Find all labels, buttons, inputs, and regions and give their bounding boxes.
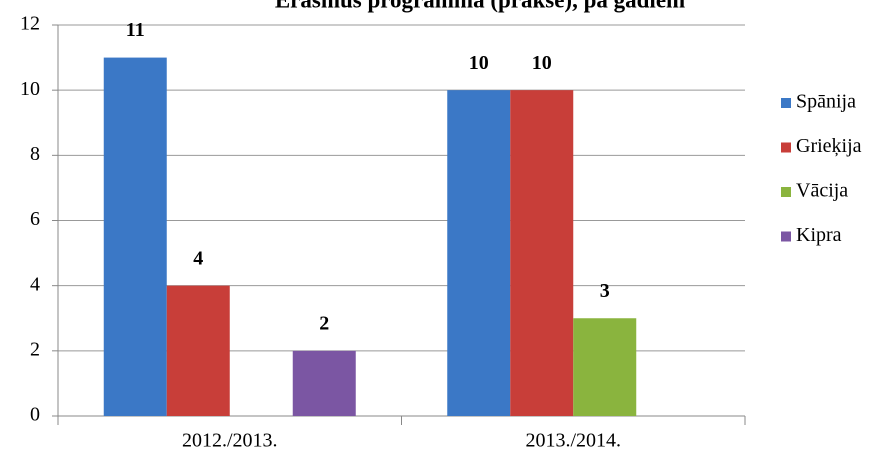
bar bbox=[103, 57, 167, 416]
legend-label: Grieķija bbox=[796, 135, 862, 157]
bar bbox=[166, 285, 230, 416]
legend-label: Kipra bbox=[796, 224, 842, 246]
bar bbox=[447, 90, 511, 417]
x-tick-label: 2012./2013. bbox=[182, 430, 278, 452]
legend-swatch bbox=[781, 231, 791, 242]
y-tick-label: 4 bbox=[30, 273, 40, 295]
data-label: 11 bbox=[126, 19, 145, 41]
y-tick-label: 8 bbox=[30, 143, 40, 165]
data-label: 10 bbox=[469, 52, 489, 74]
y-tick-label: 0 bbox=[30, 404, 40, 426]
bar bbox=[510, 90, 574, 417]
data-label: 3 bbox=[600, 280, 610, 302]
x-tick-label: 2013./2014. bbox=[525, 430, 621, 452]
bar bbox=[573, 318, 637, 416]
y-tick-label: 2 bbox=[30, 338, 40, 360]
bar bbox=[292, 350, 356, 416]
data-label: 2 bbox=[319, 312, 329, 334]
y-tick-label: 10 bbox=[20, 78, 40, 100]
legend-label: Spānija bbox=[796, 91, 856, 113]
data-label: 10 bbox=[532, 52, 552, 74]
legend-label: Vācija bbox=[796, 180, 848, 202]
data-label: 4 bbox=[193, 247, 203, 269]
chart-title: Erasmus programma (prakse), pa gadiem bbox=[275, 0, 685, 12]
y-tick-label: 12 bbox=[20, 13, 40, 35]
y-tick-label: 6 bbox=[30, 208, 40, 230]
legend-swatch bbox=[781, 98, 791, 108]
legend-swatch bbox=[781, 187, 791, 197]
legend-swatch bbox=[781, 142, 791, 153]
